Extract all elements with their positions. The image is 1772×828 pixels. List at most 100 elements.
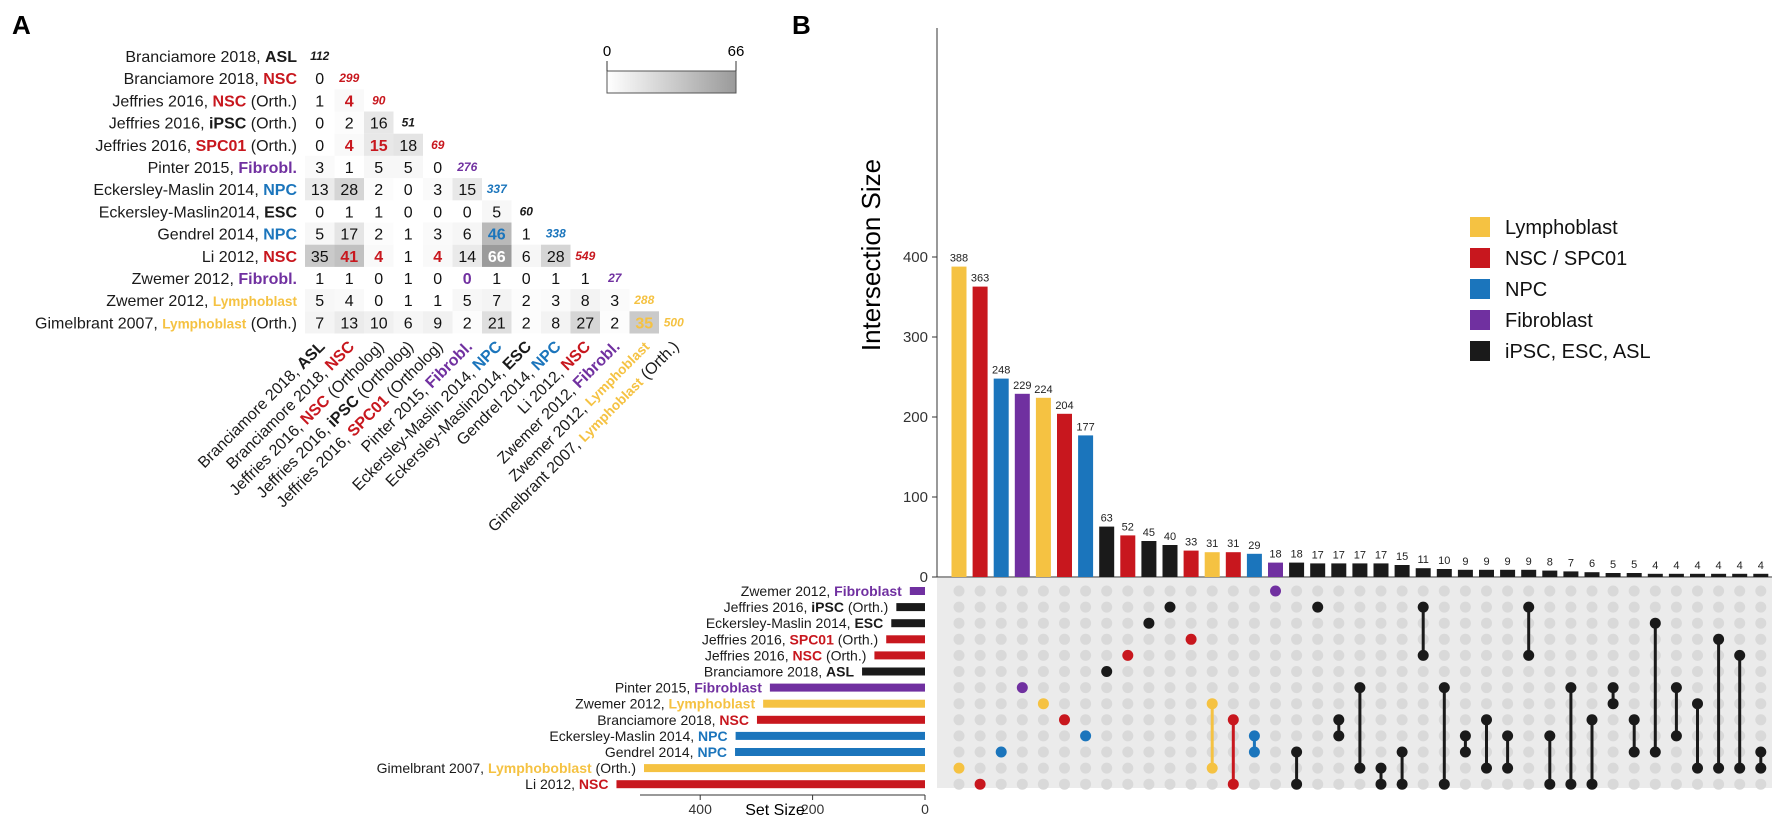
matrix-dot-inactive xyxy=(1080,778,1092,790)
matrix-dot-inactive xyxy=(1122,730,1134,742)
heatmap-cell-value: 1 xyxy=(522,227,531,244)
legend-swatch xyxy=(1470,279,1490,299)
matrix-dot-inactive xyxy=(1080,762,1092,774)
matrix-dot-inactive xyxy=(1502,617,1514,629)
heatmap-row-label-part: NSC xyxy=(213,93,247,110)
matrix-dot-inactive xyxy=(1565,617,1577,629)
heatmap-row-label-part: ASL xyxy=(265,49,297,66)
matrix-dot-active xyxy=(1291,746,1303,758)
set-label-part: ESC xyxy=(854,615,883,631)
matrix-dot-inactive xyxy=(1354,617,1366,629)
matrix-dot-inactive xyxy=(1459,682,1471,694)
matrix-dot-inactive xyxy=(1270,746,1281,758)
matrix-dot-inactive xyxy=(1291,698,1303,710)
heatmap-cell-value: 2 xyxy=(374,227,383,244)
heatmap-cell-bg xyxy=(305,244,335,267)
heatmap-cell-value: 1 xyxy=(404,293,413,310)
matrix-dot-inactive xyxy=(1164,762,1176,774)
intersection-bar-label: 63 xyxy=(1101,513,1113,525)
matrix-dot-inactive xyxy=(1375,730,1387,742)
matrix-dot-inactive xyxy=(1101,633,1113,645)
heatmap-row-label-part: NSC xyxy=(263,71,297,88)
matrix-dot-active xyxy=(1333,714,1345,726)
matrix-dot-inactive xyxy=(1080,617,1092,629)
heatmap-cell-value: 4 xyxy=(345,93,354,110)
set-label-part: Eckersley-Maslin 2014, xyxy=(549,728,698,744)
matrix-dot-active xyxy=(1692,698,1703,710)
matrix-dot-active xyxy=(1628,714,1640,726)
matrix-dot-inactive xyxy=(1291,730,1303,742)
matrix-dot-inactive xyxy=(1312,698,1324,710)
matrix-dot-inactive xyxy=(1607,601,1619,613)
matrix-dot-active xyxy=(1481,714,1492,726)
matrix-dot-inactive xyxy=(1333,585,1345,597)
heatmap-cell-value: 21 xyxy=(488,315,506,332)
intersection-bar xyxy=(1711,573,1727,577)
matrix-dot-active xyxy=(1713,762,1725,774)
matrix-dot-inactive xyxy=(1312,778,1324,790)
heatmap-cell-value: 0 xyxy=(315,71,324,88)
heatmap-cell-value: 2 xyxy=(610,315,619,332)
intersection-bar xyxy=(1057,413,1072,577)
heatmap-row-label-part: (Orth.) xyxy=(246,116,297,133)
matrix-dot-inactive xyxy=(1523,730,1535,742)
heatmap-cell-value: 7 xyxy=(315,315,324,332)
matrix-dot-inactive xyxy=(1227,617,1239,629)
intersection-bar-label: 177 xyxy=(1076,421,1094,433)
matrix-dot-inactive xyxy=(1755,714,1767,726)
intersection-bar xyxy=(1289,562,1305,577)
heatmap-cell-bg xyxy=(334,289,364,312)
heatmap-row-label-part: Fibrobl. xyxy=(238,271,297,288)
matrix-dot-active xyxy=(1354,682,1366,694)
matrix-dot-inactive xyxy=(974,585,986,597)
intersection-bar xyxy=(1183,550,1199,577)
intersection-bar-label: 6 xyxy=(1589,558,1595,570)
matrix-dot-inactive xyxy=(1143,714,1155,726)
matrix-dot-active xyxy=(1438,682,1450,694)
set-size-bar xyxy=(874,651,925,660)
matrix-dot-inactive xyxy=(1312,746,1324,758)
matrix-dot-inactive xyxy=(1755,601,1767,613)
heatmap-cell-bg xyxy=(570,289,600,312)
matrix-dot-inactive xyxy=(1481,682,1492,694)
matrix-dot-inactive xyxy=(1670,633,1682,645)
matrix-dot-inactive xyxy=(1270,682,1281,694)
matrix-dot-active xyxy=(1607,698,1619,710)
heatmap-row-label-part: Fibrobl. xyxy=(238,160,297,177)
matrix-dot-inactive xyxy=(1037,682,1049,694)
heatmap-cell-bg xyxy=(482,244,512,267)
matrix-dot-inactive xyxy=(1523,682,1535,694)
heatmap-row-label-part: SPC01 xyxy=(196,138,247,155)
matrix-dot-inactive xyxy=(1333,762,1345,774)
matrix-dot-inactive xyxy=(1059,746,1070,758)
set-label-part: (Orth.) xyxy=(592,760,636,776)
panel-a-label: A xyxy=(12,10,31,40)
matrix-dot-active xyxy=(1586,778,1598,790)
matrix-dot-inactive xyxy=(1438,666,1450,677)
matrix-dot-inactive xyxy=(1396,666,1408,677)
intersection-bar-label: 4 xyxy=(1758,560,1764,572)
matrix-dot-inactive xyxy=(1143,649,1155,661)
heatmap-row-label-part: ESC xyxy=(264,204,297,221)
matrix-dot-inactive xyxy=(1164,746,1176,758)
matrix-dot-inactive xyxy=(1628,649,1640,661)
legend: Lymphoblast NSC / SPC01 NPC Fibroblast iPSC,… xyxy=(1470,217,1651,363)
intersection-bar-label: 15 xyxy=(1396,551,1408,563)
heatmap-cell-value: 5 xyxy=(492,204,501,221)
heatmap-row-label-part: Lymphoblast xyxy=(213,294,298,309)
heatmap-cell-bg xyxy=(305,311,335,334)
set-label-part: ASL xyxy=(826,664,854,680)
matrix-dot-active xyxy=(1459,730,1471,742)
matrix-dot-inactive xyxy=(1755,633,1767,645)
heatmap-cell-value: 5 xyxy=(463,293,472,310)
matrix-dot-inactive xyxy=(1670,666,1682,677)
matrix-dot-active xyxy=(1333,730,1345,742)
matrix-dot-inactive xyxy=(974,746,986,758)
set-size-bar xyxy=(735,748,925,756)
set-label: Gimelbrant 2007, Lymphoboblast (Orth.) xyxy=(377,760,636,776)
intersection-bar xyxy=(1204,552,1220,577)
matrix-dot-inactive xyxy=(1016,730,1028,742)
matrix-dot-inactive xyxy=(1164,682,1176,694)
